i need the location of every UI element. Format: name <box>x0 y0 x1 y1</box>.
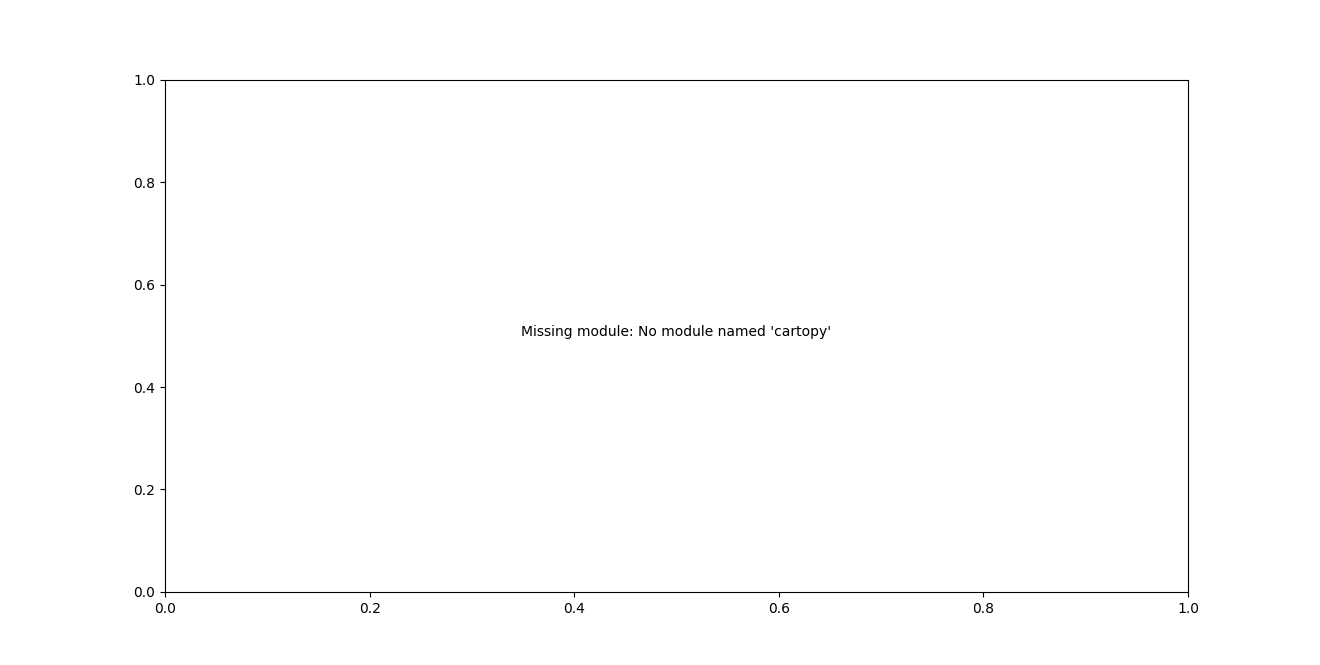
Text: Missing module: No module named 'cartopy': Missing module: No module named 'cartopy… <box>521 325 832 339</box>
